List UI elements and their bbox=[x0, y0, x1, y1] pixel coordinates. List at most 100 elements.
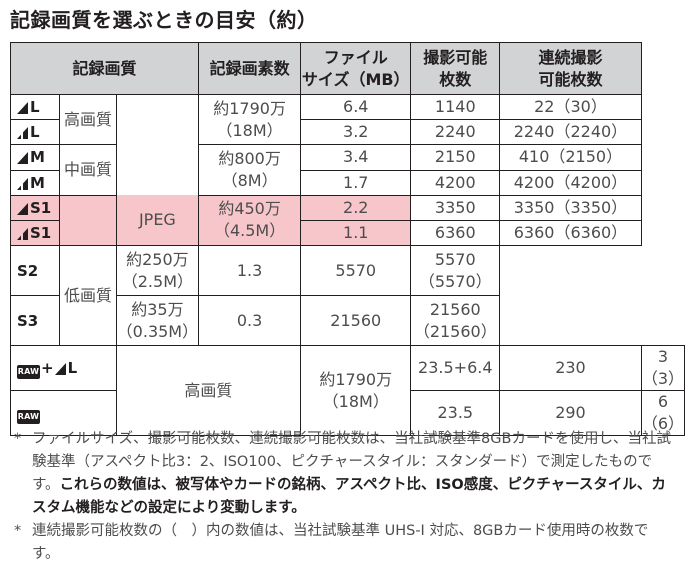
pixels-line1: 約35万 bbox=[131, 299, 184, 319]
mode-cell: RAW + L bbox=[10, 345, 117, 391]
quality-table-wrapper: 記録画質 記録画素数 ファイル サイズ（MB） 撮影可能 枚数 連続撮影 可能枚… bbox=[9, 42, 685, 436]
shots-cell: 2240 bbox=[410, 119, 501, 145]
pixels-line2: （0.35M） bbox=[116, 321, 199, 341]
shots-cell: 1140 bbox=[410, 94, 501, 120]
filesize-cell: 6.4 bbox=[300, 94, 412, 120]
filesize-cell: 23.5+6.4 bbox=[410, 345, 501, 391]
shots-cell: 2150 bbox=[410, 144, 501, 171]
mode-label: M bbox=[30, 173, 45, 192]
header-shots-line2: 枚数 bbox=[439, 69, 472, 89]
mode-label: S1 bbox=[30, 224, 52, 242]
raw-badge-icon: RAW bbox=[17, 365, 40, 379]
mode-cell: S1 bbox=[9, 194, 61, 221]
table-row: L 3.2 2240 2240（2240） bbox=[9, 119, 685, 145]
pixels-line2: （4.5M） bbox=[213, 221, 286, 241]
footnote-1: * ファイルサイズ、撮影可能枚数、連続撮影可能枚数は、当社試験基準8GBカードを… bbox=[10, 428, 675, 520]
burst-cell: 22（30） bbox=[499, 94, 642, 120]
burst-cell: 3350（3350） bbox=[499, 194, 642, 221]
table-row: M 中画質 約800万 （8M） 3.4 2150 410（2150） bbox=[9, 144, 685, 196]
table-row: S1 1.1 6360 6360（6360） bbox=[9, 220, 685, 246]
mode-label: L bbox=[67, 359, 78, 377]
mode-label: S1 bbox=[30, 198, 52, 217]
plus-sign: + bbox=[41, 359, 54, 377]
shots-cell: 4200 bbox=[410, 169, 501, 196]
pixels-line2: （18M） bbox=[322, 391, 389, 411]
footnotes: * ファイルサイズ、撮影可能枚数、連続撮影可能枚数は、当社試験基準8GBカードを… bbox=[10, 428, 675, 566]
fine-quality-icon bbox=[17, 202, 28, 215]
footnote-1-bold: これらの数値は、被写体やカードの銘柄、アスペクト比、ISO感度、ピクチャースタイ… bbox=[32, 477, 666, 516]
filesize-cell: 2.2 bbox=[300, 194, 412, 221]
mode-label: M bbox=[30, 148, 45, 167]
header-quality: 記録画質 bbox=[9, 42, 200, 95]
burst-cell: 3（3） bbox=[640, 345, 685, 391]
fine-quality-icon bbox=[17, 152, 28, 165]
header-burst-line2: 可能枚数 bbox=[538, 69, 603, 89]
burst-cell: 6360（6360） bbox=[499, 220, 642, 246]
filesize-cell: 0.3 bbox=[198, 295, 302, 346]
table-row: RAW 23.5 290 6（6） bbox=[10, 390, 685, 436]
burst-cell: 6（6） bbox=[640, 390, 685, 436]
pixels-line1: 約1790万 bbox=[319, 369, 393, 389]
shots-cell: 21560 bbox=[300, 295, 412, 346]
page-title: 記録画質を選ぶときの目安（約） bbox=[10, 8, 318, 32]
pixels-line2: （18M） bbox=[216, 120, 283, 140]
filesize-cell: 1.1 bbox=[300, 220, 412, 246]
footnote-marker: * bbox=[14, 431, 22, 447]
burst-cell: 21560（21560） bbox=[410, 295, 501, 346]
footnote-2: * 連続撮影可能枚数の（ ）内の数値は、当社試験基準 UHS-I 対応、8GBカ… bbox=[10, 520, 675, 566]
pixels-cell: 約1790万 （18M） bbox=[198, 94, 302, 145]
table-row: S2 低画質 約250万 （2.5M） 1.3 5570 5570（5570） bbox=[9, 245, 685, 346]
fine-quality-icon bbox=[17, 102, 28, 114]
header-burst-line1: 連続撮影 bbox=[538, 47, 603, 67]
normal-quality-icon bbox=[17, 127, 28, 139]
mode-cell: L bbox=[9, 119, 61, 145]
group-raw-high: 高画質 bbox=[115, 345, 302, 436]
mode-cell: M bbox=[9, 169, 61, 196]
pixels-line1: 約250万 bbox=[126, 249, 189, 269]
group-high: 高画質 bbox=[59, 94, 117, 145]
pixels-cell: 約1790万 （18M） bbox=[300, 345, 412, 436]
mode-cell: S1 bbox=[9, 220, 61, 246]
shots-cell: 290 bbox=[499, 390, 642, 436]
group-mid: 中画質 bbox=[59, 144, 117, 196]
mode-cell: RAW bbox=[10, 390, 117, 436]
pixels-line1: 約1790万 bbox=[213, 98, 286, 118]
raw-badge-icon: RAW bbox=[17, 410, 40, 424]
normal-quality-icon bbox=[17, 177, 28, 190]
fine-quality-icon bbox=[54, 363, 66, 375]
header-filesize: ファイル サイズ（MB） bbox=[300, 42, 412, 95]
shots-cell: 6360 bbox=[410, 220, 501, 246]
pixels-cell: 約450万 （4.5M） bbox=[198, 194, 302, 246]
group-empty-highlight bbox=[59, 194, 117, 246]
mode-cell: M bbox=[9, 144, 61, 171]
burst-cell: 2240（2240） bbox=[499, 119, 642, 145]
pixels-line2: （2.5M） bbox=[121, 271, 194, 291]
shots-cell: 3350 bbox=[410, 194, 501, 221]
footnote-marker: * bbox=[14, 523, 22, 539]
pixels-line1: 約450万 bbox=[218, 199, 281, 219]
table-row: RAW + L 高画質 約1790万 （18M） 23.5+6.4 230 3（3） bbox=[10, 345, 685, 436]
burst-cell: 410（2150） bbox=[499, 144, 642, 171]
shots-cell: 230 bbox=[499, 345, 642, 391]
pixels-cell: 約35万 （0.35M） bbox=[115, 295, 200, 346]
pixels-cell: 約250万 （2.5M） bbox=[115, 245, 200, 296]
mode-label: L bbox=[30, 123, 40, 141]
format-jpeg: JPEG bbox=[115, 94, 200, 246]
filesize-cell: 1.3 bbox=[198, 245, 302, 296]
quality-table: 記録画質 記録画素数 ファイル サイズ（MB） 撮影可能 枚数 連続撮影 可能枚… bbox=[9, 42, 685, 436]
shots-cell: 5570 bbox=[300, 245, 412, 296]
table-row: L 高画質 JPEG 約1790万 （18M） 6.4 1140 22（30） bbox=[9, 94, 685, 246]
table-row: S1 約450万 （4.5M） 2.2 3350 3350（3350） bbox=[9, 194, 685, 246]
footnote-1-text: ファイルサイズ、撮影可能枚数、連続撮影可能枚数は、当社試験基準8GBカードを使用… bbox=[32, 431, 671, 493]
table-header-row: 記録画質 記録画素数 ファイル サイズ（MB） 撮影可能 枚数 連続撮影 可能枚… bbox=[9, 42, 685, 95]
format-jpeg-label: JPEG bbox=[116, 195, 199, 245]
header-pixels: 記録画素数 bbox=[198, 42, 302, 95]
header-shots: 撮影可能 枚数 bbox=[410, 42, 501, 95]
filesize-cell: 3.4 bbox=[300, 144, 412, 171]
filesize-cell: 1.7 bbox=[300, 169, 412, 196]
header-burst: 連続撮影 可能枚数 bbox=[499, 42, 642, 95]
table-row: S3 約35万 （0.35M） 0.3 21560 21560（21560） bbox=[9, 295, 685, 346]
group-low: 低画質 bbox=[59, 245, 117, 346]
table-row: M 1.7 4200 4200（4200） bbox=[9, 169, 685, 196]
header-filesize-line2: サイズ（MB） bbox=[301, 69, 410, 89]
